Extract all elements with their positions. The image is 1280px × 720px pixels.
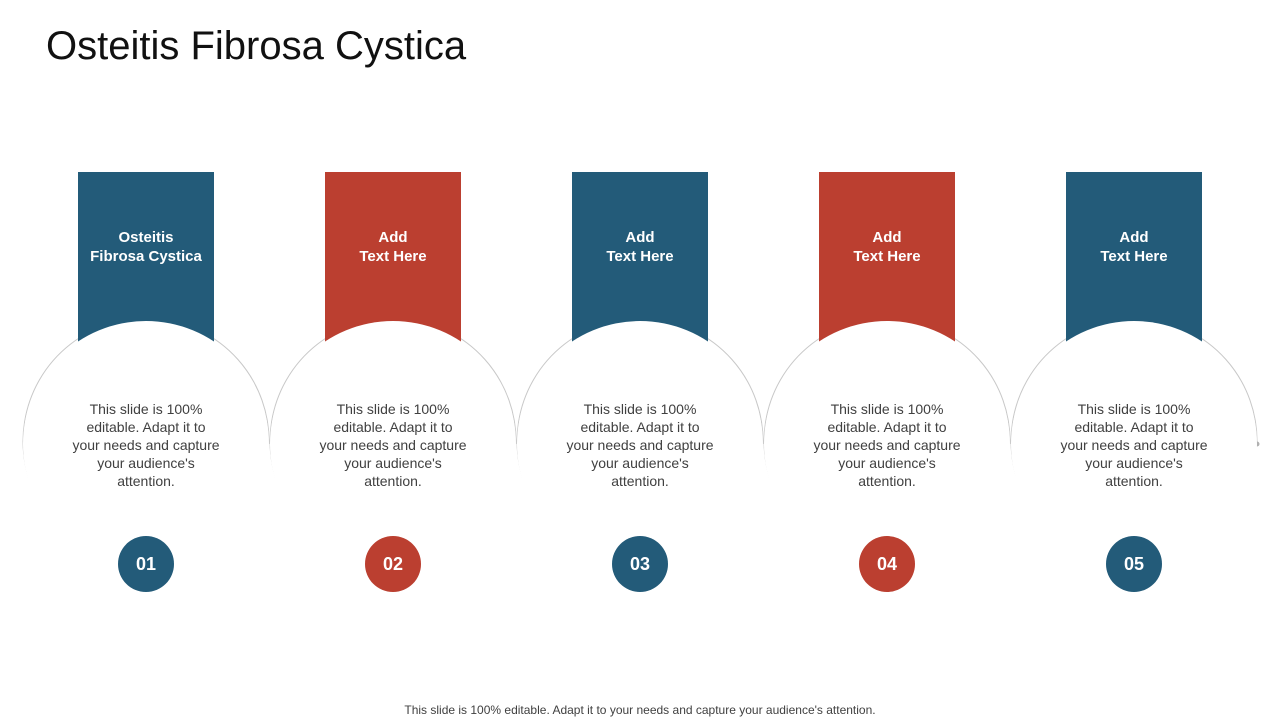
step-heading: Add Text Here [853, 229, 921, 265]
step-circle-4 [764, 321, 1010, 567]
step-circle-3 [517, 321, 763, 567]
page-title: Osteitis Fibrosa Cystica [46, 24, 467, 68]
step-description: This slide is 100% editable. Adapt it to… [566, 401, 714, 489]
step-circle-2 [270, 321, 516, 567]
step-description: This slide is 100% editable. Adapt it to… [813, 401, 961, 489]
step-number-badge: 05 [1106, 536, 1162, 592]
step-circle-1 [23, 321, 269, 567]
footer-note: This slide is 100% editable. Adapt it to… [404, 703, 876, 717]
step-heading: Add Text Here [606, 229, 674, 265]
step-description: This slide is 100% editable. Adapt it to… [319, 401, 467, 489]
step-heading: Add Text Here [1100, 229, 1168, 265]
step-description: This slide is 100% editable. Adapt it to… [1060, 401, 1208, 489]
step-number-badge: 02 [365, 536, 421, 592]
step-description: This slide is 100% editable. Adapt it to… [72, 401, 220, 489]
step-number-badge: 03 [612, 536, 668, 592]
step-heading: Osteitis Fibrosa Cystica [90, 229, 202, 265]
step-number-badge: 04 [859, 536, 915, 592]
step-heading: Add Text Here [359, 229, 427, 265]
step-circle-5 [1011, 321, 1257, 567]
step-number-badge: 01 [118, 536, 174, 592]
